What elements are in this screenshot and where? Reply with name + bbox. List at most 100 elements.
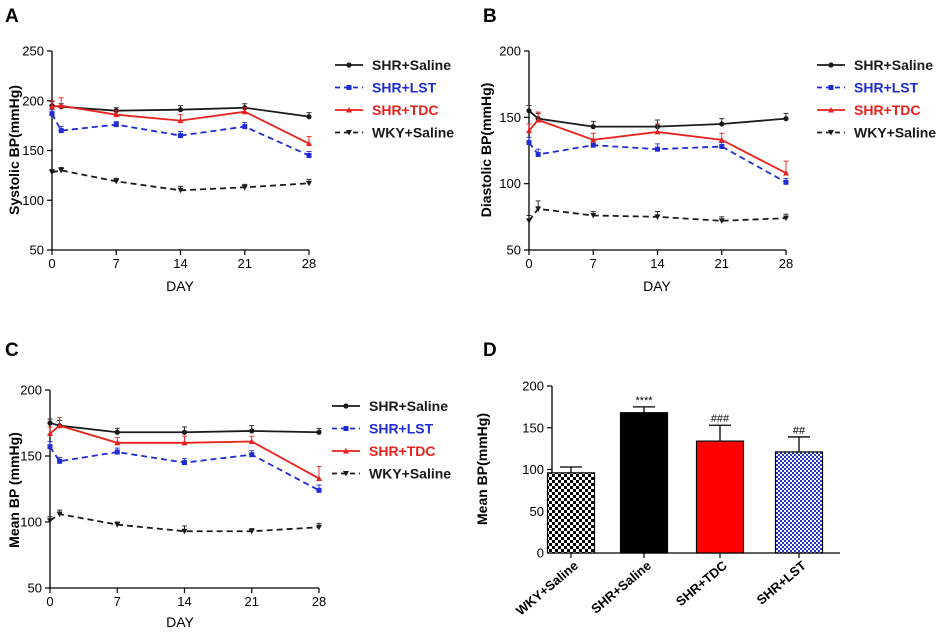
panel-a-legend-label-shr-tdc: SHR+TDC (372, 102, 439, 118)
panel-d-bar-shr-saline (619, 412, 669, 554)
panel-d-y-tick-label: 0 (537, 546, 544, 561)
panel-c-x-axis-title: DAY (166, 614, 194, 630)
panel-a-y-tick-label: 100 (22, 193, 44, 208)
panel-b-series-shr-saline (526, 104, 789, 130)
panel-b-data-point (526, 127, 532, 134)
panel-b-data-point (590, 213, 597, 219)
panel-b-legend-label-shr-tdc: SHR+TDC (854, 102, 921, 118)
panel-a-series-shr-lst (49, 109, 312, 158)
panel-a-data-point (241, 108, 248, 115)
panel-b-data-point (526, 140, 532, 146)
panel-a-legend-label-shr-lst: SHR+LST (372, 80, 437, 96)
panel-b-data-point (719, 121, 725, 127)
panel-b-data-point (654, 214, 661, 220)
panel-a-legend-marker (346, 107, 352, 113)
panel-a-y-tick-label: 200 (22, 93, 44, 108)
panel-a-data-point (306, 152, 312, 158)
panel-c-x-tick-label: 0 (46, 594, 53, 609)
panel-d-bar-shr-lst (774, 451, 824, 554)
panel-b-legend: SHR+Saline SHR+LST SHR+TDC WKY+Saline (817, 57, 936, 141)
panel-b-legend-label-shr-saline: SHR+Saline (854, 57, 933, 73)
panel-c-series-wky-saline (47, 509, 322, 535)
panel-a-data-point (177, 117, 184, 124)
panel-a-x-tick-label: 7 (113, 256, 120, 271)
panel-c-legend-marker (343, 426, 349, 431)
panel-letter-a: A (5, 6, 19, 27)
panel-c-data-point (316, 487, 322, 493)
panel-c-data-point (316, 475, 322, 481)
panel-b-legend-label-shr-lst: SHR+LST (854, 80, 919, 96)
panel-c-series-shr-tdc (47, 417, 322, 481)
panel-a-x-tick-label: 28 (302, 256, 316, 271)
panel-b-legend-marker (828, 107, 834, 113)
panel-c-data-point (47, 444, 53, 450)
panel-b-data-point (783, 116, 789, 122)
panel-c-y-tick-label: 50 (28, 581, 42, 596)
panel-a-legend-marker (346, 62, 352, 68)
panel-b-data-point (783, 170, 789, 176)
panel-letter-b: B (483, 6, 497, 27)
panel-b-data-point (718, 136, 725, 143)
panel-a-data-point (178, 133, 183, 139)
panel-c-legend-label-shr-tdc: SHR+TDC (369, 443, 436, 459)
panel-b-legend-marker (828, 85, 834, 90)
panel-a-data-point (241, 184, 248, 191)
panel-c-plot-area: 50 100 150 200 0 7 14 21 28 (20, 383, 326, 610)
panel-b-legend-marker (828, 130, 834, 136)
panel-b-y-axis-title: Diastolic BP(mmHg) (478, 83, 494, 218)
panel-a-plot-area: 50 100 150 200 250 0 7 14 21 28 (22, 44, 316, 272)
panel-c-data-point (181, 528, 188, 535)
panel-c-data-point (316, 429, 322, 435)
panel-b-series-line-wky-saline (528, 207, 787, 222)
panel-c-data-point (249, 428, 255, 434)
panel-c-series-line-wky-saline (49, 513, 320, 533)
panel-c-legend-marker (343, 448, 349, 454)
panel-c-data-point (57, 458, 63, 464)
panel-c-data-point (316, 524, 322, 531)
panel-b-legend-marker (828, 62, 834, 68)
panel-a-data-point (113, 178, 120, 185)
panel-c-legend-label-shr-saline: SHR+Saline (369, 398, 448, 414)
panel-a-data-point (49, 169, 55, 176)
panel-a-y-tick-label: 250 (22, 44, 44, 59)
panel-d-significance-label: **** (635, 395, 653, 407)
panel-a-data-point (58, 128, 64, 134)
panel-a-data-point (177, 187, 184, 194)
panel-d-category-label: WKY+Saline (513, 558, 581, 618)
panel-b-x-tick-label: 21 (715, 256, 729, 271)
panel-a-data-point (306, 180, 312, 187)
panel-b-plot-area: 50 100 150 200 0 7 14 21 28 (499, 44, 793, 272)
panel-b-data-point (654, 128, 661, 135)
panel-b-data-point (526, 218, 532, 224)
panel-c-data-point (114, 439, 121, 446)
panel-c-data-point (56, 511, 63, 518)
panel-b-x-tick-label: 14 (650, 256, 664, 271)
panel-c-data-point (47, 420, 53, 426)
panel-a-x-tick-label: 0 (48, 256, 55, 271)
panel-b-y-tick-label: 100 (499, 176, 521, 191)
panel-c-data-point (182, 460, 187, 466)
panel-a-data-point (58, 102, 65, 109)
panel-c-legend: SHR+Saline SHR+LST SHR+TDC WKY+Saline (332, 398, 451, 482)
panel-a-data-point (49, 111, 55, 117)
panel-b-series-shr-tdc (526, 111, 789, 176)
panel-c-legend-marker (343, 403, 349, 409)
panel-a-data-point (58, 167, 65, 174)
panel-b-y-tick-label: 150 (499, 110, 521, 125)
panel-d-y-axis-title: Mean BP(mmHg) (474, 413, 490, 525)
panel-b-data-point (719, 144, 725, 150)
panel-d-significance-label: ### (711, 413, 730, 425)
panel-a-y-tick-label: 150 (22, 143, 44, 158)
panel-c-x-tick-label: 7 (114, 594, 121, 609)
panel-c-data-point (114, 449, 120, 455)
panel-b-x-tick-label: 28 (779, 256, 793, 271)
panel-a-data-point (306, 114, 312, 120)
panel-a-series-shr-tdc (49, 97, 312, 147)
panel-c-data-point (47, 430, 53, 437)
panel-b-x-axis-title: DAY (643, 278, 671, 294)
panel-a-series-line-wky-saline (51, 169, 310, 192)
panel-a-data-point (306, 140, 312, 147)
panel-c-data-point (248, 438, 255, 444)
panel-d-bar-shr-tdc (695, 440, 745, 554)
panel-b-data-point (783, 215, 789, 222)
